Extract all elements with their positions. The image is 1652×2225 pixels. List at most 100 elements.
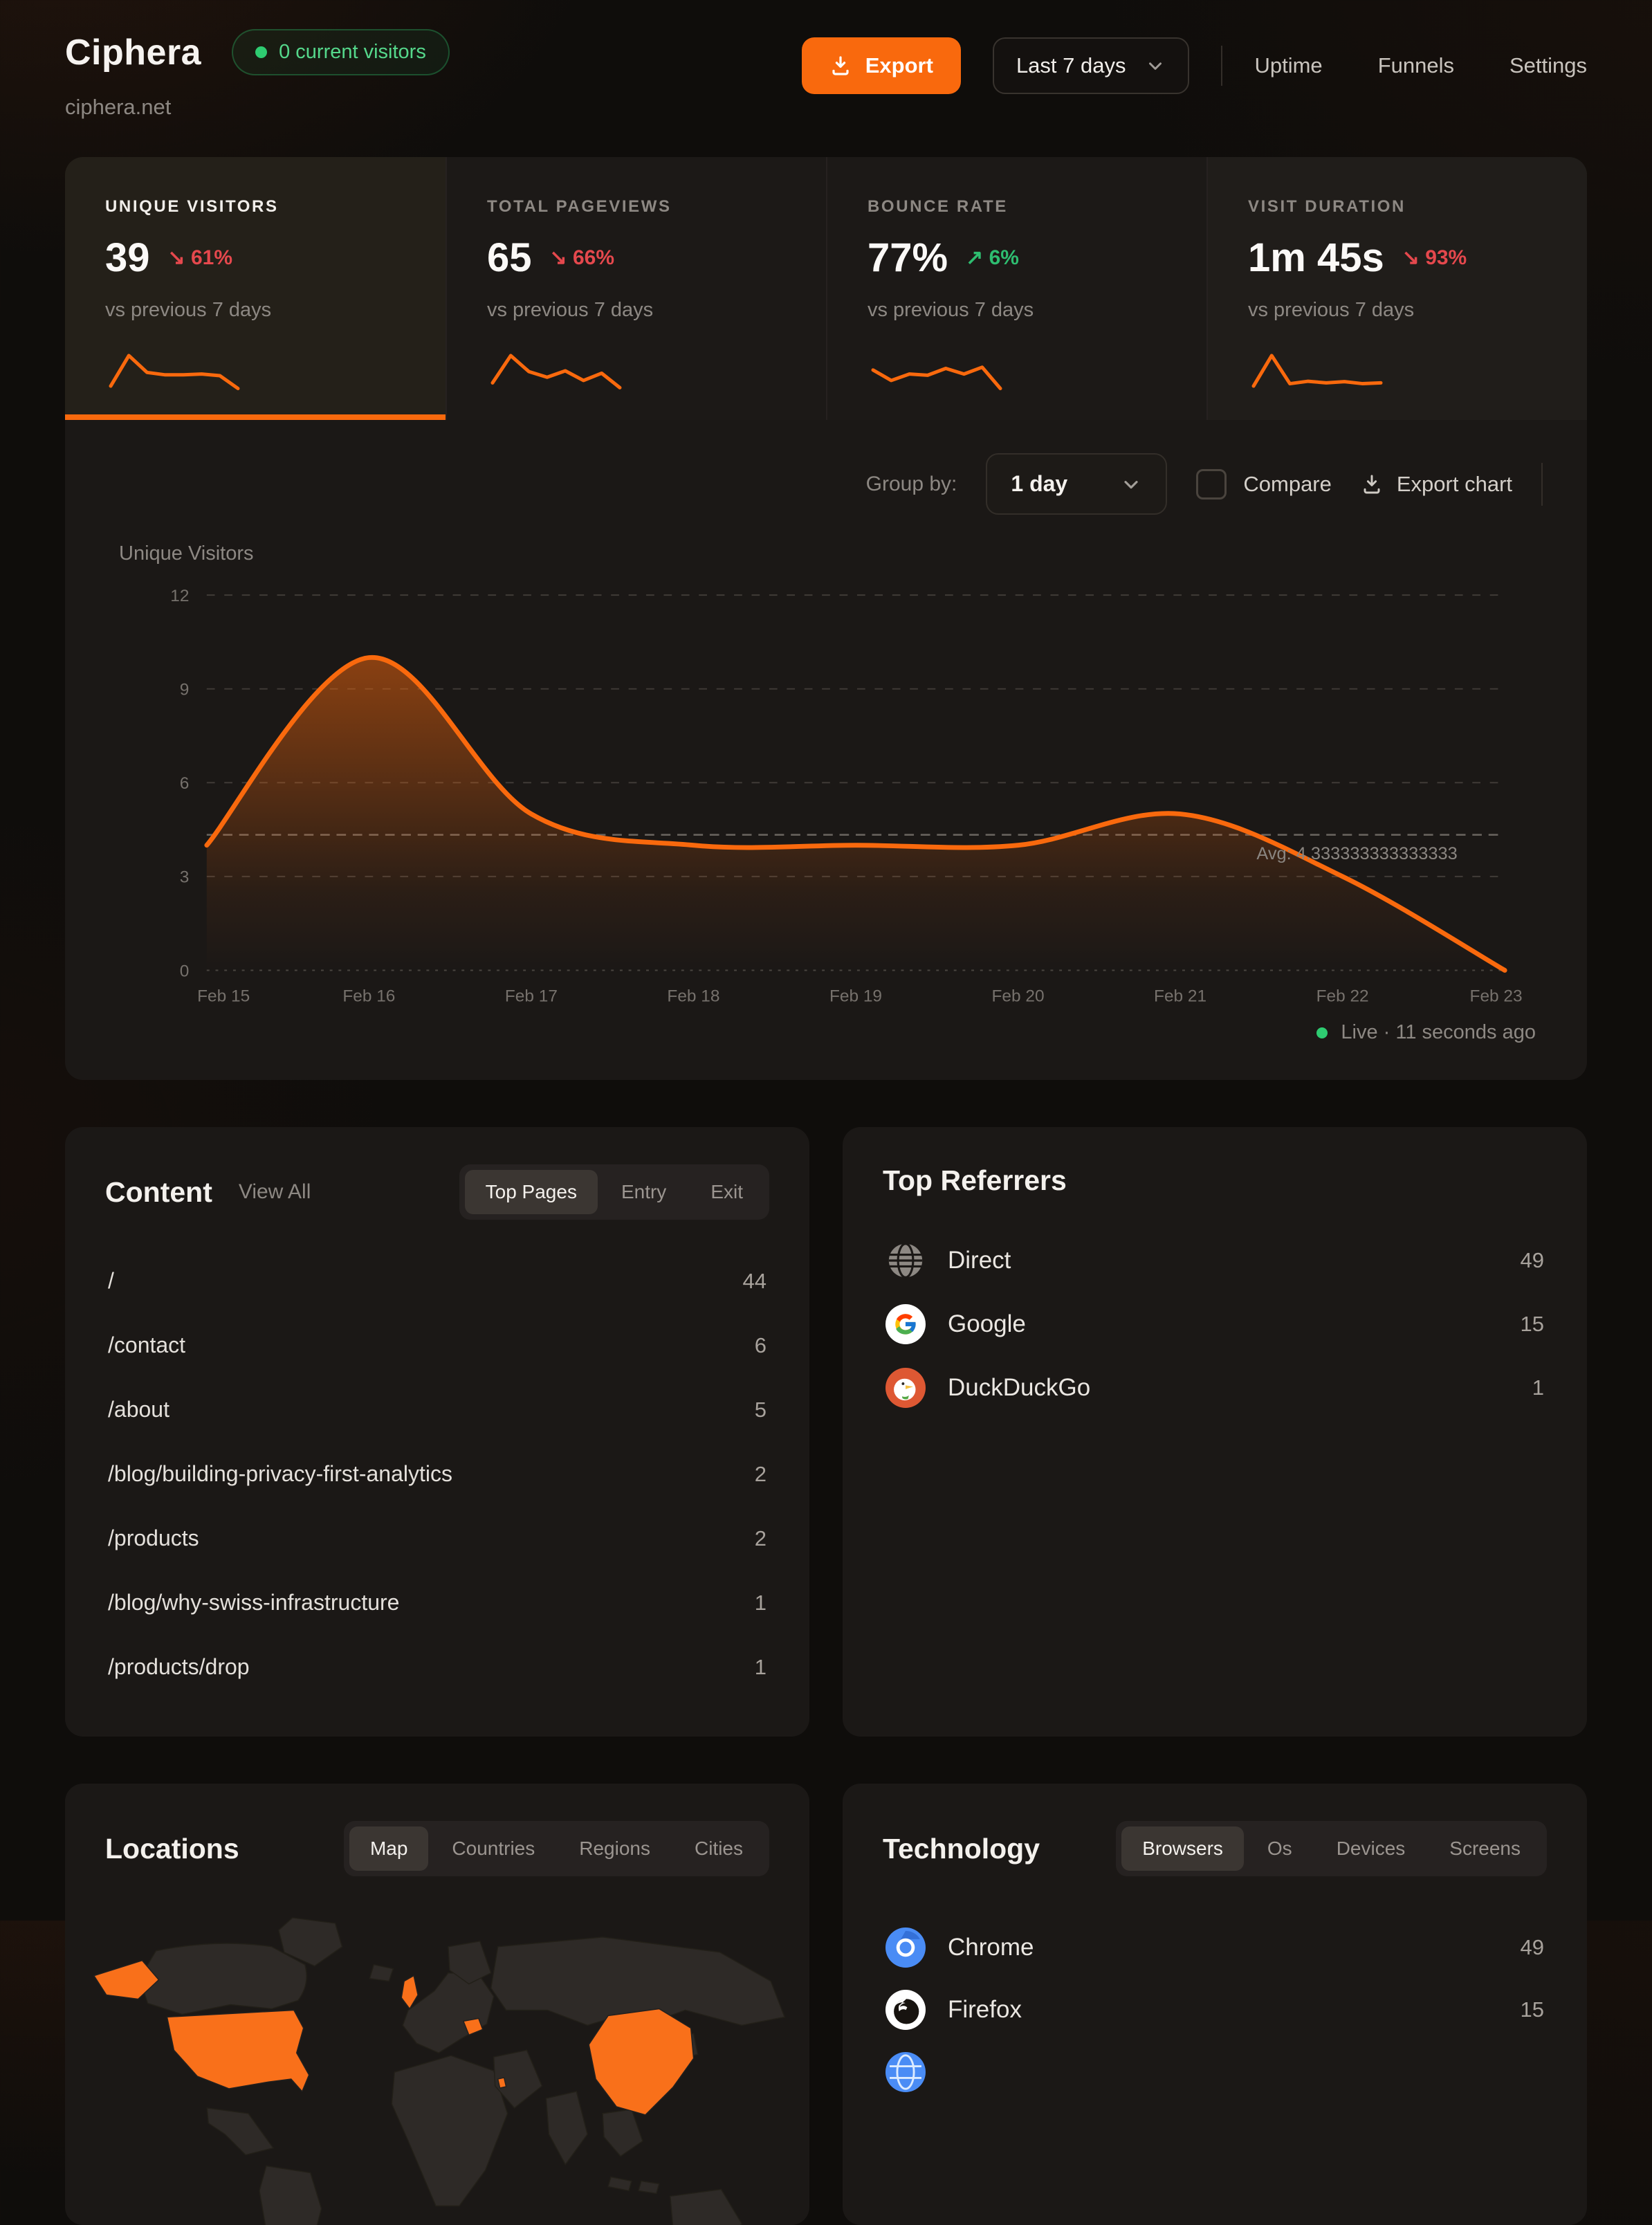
page-row[interactable]: /blog/why-swiss-infrastructure 1 [108,1590,767,1615]
tab-map[interactable]: Map [349,1826,429,1871]
svg-text:6: 6 [180,774,190,793]
svg-text:Feb 22: Feb 22 [1316,987,1369,1005]
content-card: Content View All Top Pages Entry Exit /4… [65,1127,809,1737]
current-visitors-label: 0 current visitors [279,41,426,63]
page-row[interactable]: /44 [108,1268,767,1293]
export-button[interactable]: Export [801,37,961,94]
svg-text:Feb 15: Feb 15 [197,987,250,1005]
download-icon [1364,475,1380,493]
nav-uptime[interactable]: Uptime [1254,53,1323,77]
locations-title: Locations [105,1832,239,1865]
browser-row-firefox[interactable]: Firefox 15 [883,1979,1547,2041]
svg-text:Feb 16: Feb 16 [342,987,395,1005]
page-row[interactable]: /products 2 [108,1526,767,1550]
svg-text:Feb 23: Feb 23 [1470,987,1523,1005]
country-china [588,2008,695,2116]
browsers-list: Chrome 49 Firefox 15 [883,1916,1547,2103]
tab-entry[interactable]: Entry [621,1181,667,1202]
page-row[interactable]: /about 5 [108,1397,767,1422]
chart-series [204,655,1507,973]
content-tabs: Top Pages Entry Exit [459,1164,769,1220]
tab-devices[interactable]: Devices [1336,1838,1406,1859]
svg-text:Feb 19: Feb 19 [829,987,882,1005]
tab-countries[interactable]: Countries [452,1838,535,1859]
compare-checkbox[interactable] [1196,468,1227,500]
browser-globe-icon [885,2052,926,2092]
world-map [65,1907,809,2225]
browser-row-partial[interactable] [883,2041,1547,2103]
svg-text:Feb 20: Feb 20 [992,987,1045,1005]
country-israel [497,2077,507,2089]
visit-duration-value: 1m 45s [1248,235,1384,280]
unique-visitors-value: 39 [105,235,150,280]
chart-controls: Group by: 1 day Compare Export chart [109,453,1543,515]
locations-tabs: Map Countries Regions Cities [343,1821,769,1876]
bounce-rate-delta: ↗ 6% [966,246,1019,269]
header-divider [1221,46,1223,86]
stat-total-pageviews[interactable]: TOTAL PAGEVIEWS 65 ↘ 66% vs previous 7 d… [446,157,826,420]
view-all-link[interactable]: View All [238,1180,311,1203]
visit-duration-delta: ↘ 93% [1402,246,1467,269]
stat-bounce-rate[interactable]: BOUNCE RATE 77% ↗ 6% vs previous 7 days [826,157,1206,420]
group-by-label: Group by: [865,472,957,495]
bounce-rate-value: 77% [868,235,948,280]
technology-tabs: Browsers Os Devices Screens [1116,1821,1547,1876]
referrers-list: Direct 49 Google 15 [883,1229,1547,1420]
globe-icon [888,1243,923,1279]
tab-screens[interactable]: Screens [1449,1838,1521,1859]
svg-text:9: 9 [180,680,190,699]
download-icon [832,56,849,75]
export-chart-button[interactable]: Export chart [1361,472,1512,497]
nav-funnels[interactable]: Funnels [1377,53,1454,77]
page-row[interactable]: /blog/building-privacy-first-analytics 2 [108,1461,767,1486]
live-visitors-dot-icon [255,46,268,58]
content-title: Content [105,1175,212,1208]
main-nav: Uptime Funnels Settings [1254,53,1587,78]
page-row[interactable]: /contact 6 [108,1333,767,1357]
unique-visitors-chart[interactable]: 0 3 6 9 12 Avg: 4.333333333333333 Feb 15 Feb 16… [109,568,1543,1014]
firefox-icon [885,1990,926,2030]
stat-unique-visitors[interactable]: UNIQUE VISITORS 39 ↘ 61% vs previous 7 d… [65,157,446,420]
tab-top-pages[interactable]: Top Pages [464,1170,598,1214]
total-pageviews-delta: ↘ 66% [549,246,615,269]
referrer-row-google[interactable]: Google 15 [883,1292,1547,1356]
referrer-row-duckduckgo[interactable]: DuckDuckGo 1 [883,1356,1547,1420]
nav-settings[interactable]: Settings [1509,53,1587,77]
stat-visit-duration[interactable]: VISIT DURATION 1m 45s ↘ 93% vs previous … [1206,157,1587,420]
google-icon [885,1304,926,1344]
tab-regions[interactable]: Regions [579,1838,650,1859]
country-united-states [166,2009,310,2093]
chevron-down-icon [1124,480,1138,488]
browser-row-chrome[interactable]: Chrome 49 [883,1916,1547,1979]
page-row[interactable]: /products/drop 1 [108,1654,767,1679]
duckduckgo-icon [885,1368,926,1408]
tab-cities[interactable]: Cities [694,1838,743,1859]
live-dot-icon [1316,1027,1328,1038]
top-referrers-card: Top Referrers Direct 49 [843,1127,1587,1737]
current-visitors-badge[interactable]: 0 current visitors [232,29,450,75]
group-by-select[interactable]: 1 day [986,453,1168,515]
live-status: Live · 11 seconds ago [109,1014,1543,1068]
site-domain: ciphera.net [65,95,172,119]
sparkline [490,354,622,390]
svg-text:0: 0 [180,962,190,980]
tab-os[interactable]: Os [1267,1838,1292,1859]
svg-text:12: 12 [170,587,189,605]
svg-text:3: 3 [180,868,190,887]
tab-browsers[interactable]: Browsers [1121,1826,1244,1871]
referrer-row-direct[interactable]: Direct 49 [883,1229,1547,1292]
chart-series-label: Unique Visitors [119,542,254,565]
date-range-select[interactable]: Last 7 days [992,37,1190,94]
sparkline [1251,354,1383,388]
total-pageviews-value: 65 [487,235,532,280]
chart-axis-labels: 0 3 6 9 12 Avg: 4.333333333333333 Feb 15 Feb 16… [170,587,1522,1006]
svg-text:Feb 17: Feb 17 [505,987,558,1005]
country-united-kingdom [401,1975,419,2010]
compare-toggle[interactable]: Compare [1196,468,1332,500]
unique-visitors-delta: ↘ 61% [167,246,233,269]
technology-title: Technology [883,1832,1040,1865]
chart-section: Group by: 1 day Compare Export chart Uni… [65,420,1587,1080]
sparkline [109,354,240,391]
tab-exit[interactable]: Exit [710,1181,743,1202]
